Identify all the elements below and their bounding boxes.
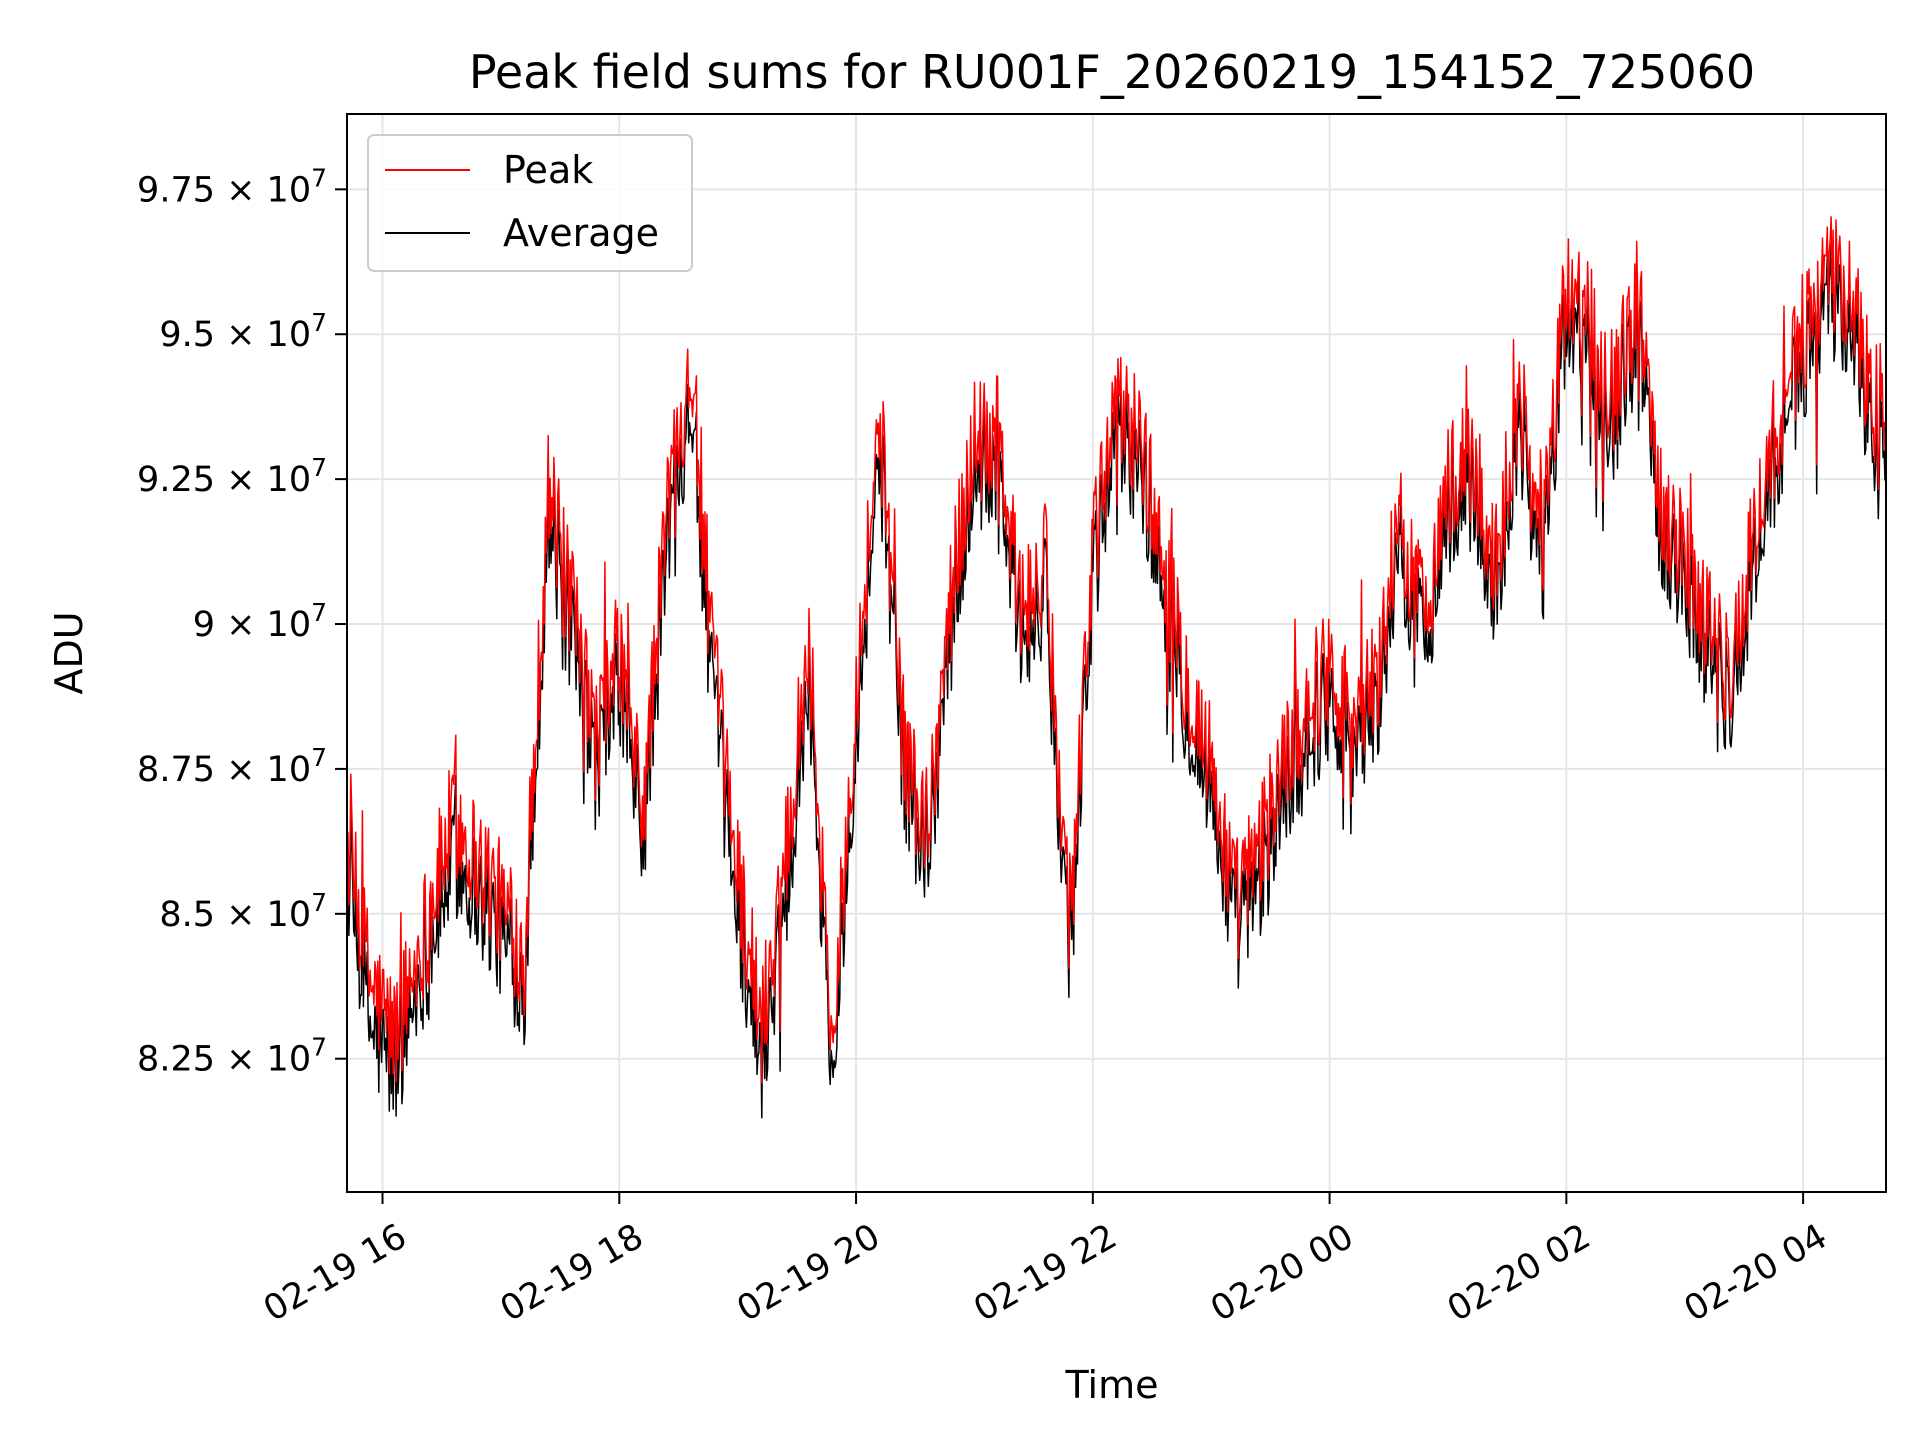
y-tick-labels: 8.25 × 107 8.5 × 107 8.75 × 107 9 × 107 9.25… [137, 163, 327, 1079]
x-tick-labels: 02-19 16 02-19 18 02-19 20 02-19 22 02-20 00… [257, 1217, 1834, 1330]
x-tick-label: 02-20 04 [1678, 1217, 1834, 1330]
series-line-average [346, 245, 1887, 1119]
y-tick-label: 9 × 107 [193, 598, 327, 645]
y-tick-label: 9.5 × 107 [159, 308, 327, 355]
y-tick-label: 8.5 × 107 [159, 888, 327, 935]
x-tick-label: 02-19 16 [257, 1217, 413, 1330]
x-axis-label: Time [1065, 1363, 1159, 1407]
plot-frame [346, 113, 1887, 1193]
y-tick-label: 9.75 × 107 [137, 163, 327, 210]
x-tick-label: 02-19 22 [967, 1217, 1123, 1330]
legend-label-average: Average [503, 211, 659, 255]
x-tick-label: 02-19 20 [731, 1217, 887, 1330]
axis-ticks [335, 188, 1805, 1204]
legend: Peak Average [367, 134, 693, 272]
x-tick-label: 02-20 00 [1204, 1217, 1360, 1330]
y-tick-label: 9.25 × 107 [137, 453, 327, 500]
plot-lines [346, 216, 1887, 1119]
y-tick-label: 8.75 × 107 [137, 743, 327, 790]
chart-title: Peak field sums for RU001F_20260219_1541… [469, 45, 1755, 99]
y-tick-label: 8.25 × 107 [137, 1033, 327, 1080]
y-axis-label: ADU [47, 611, 91, 694]
x-tick-label: 02-20 02 [1441, 1217, 1597, 1330]
legend-label-peak: Peak [503, 148, 593, 192]
series-line-peak [346, 216, 1887, 1084]
x-tick-label: 02-19 18 [494, 1217, 650, 1330]
